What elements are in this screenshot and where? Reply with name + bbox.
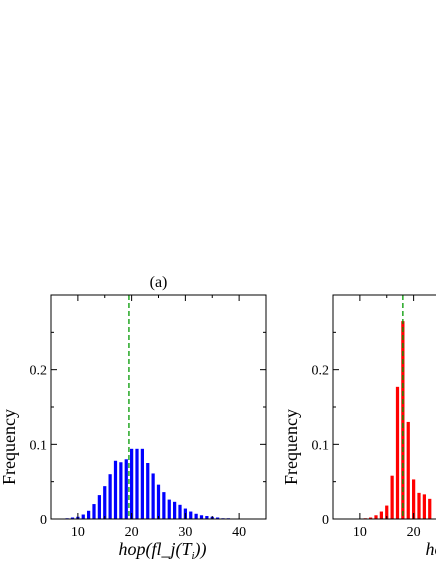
bar-22 (422, 494, 426, 519)
x-axis-label-subscript: i (191, 550, 194, 562)
bar-36 (216, 517, 220, 519)
bar-12 (369, 517, 373, 519)
bar-29 (178, 504, 182, 519)
y-tick-label-2: 0.2 (30, 364, 48, 379)
bar-18 (119, 462, 123, 519)
y-tick-label-0: 0 (40, 513, 47, 528)
bar-13 (92, 504, 96, 519)
bar-17 (113, 460, 118, 519)
x-axis-label: hop(f (426, 539, 436, 560)
bar-19 (124, 459, 128, 519)
y-axis-label: Frequency (0, 409, 19, 485)
x-tick-label-40: 40 (232, 525, 246, 540)
bar-21 (417, 492, 421, 519)
bar-21 (135, 448, 139, 519)
bar-11 (81, 514, 85, 519)
x-tick-label-10: 10 (353, 525, 367, 540)
bar-17 (395, 386, 400, 519)
x-tick-label-10: 10 (71, 525, 85, 540)
y-tick-label-0: 0 (322, 513, 329, 528)
y-axis-label: Frequency (281, 409, 301, 485)
x-axis-label: hop(fl_j(Ti)) (118, 539, 206, 562)
bar-20 (130, 448, 134, 519)
bar-32 (194, 513, 198, 519)
bar-14 (379, 511, 383, 519)
bar-22 (140, 448, 144, 519)
bar-9 (70, 517, 75, 519)
chart-panel-1: 10 20 30 40 0 0.1 0.2 (a) Frequency hop(fl_j(Ti)) (0, 274, 267, 562)
bar-26 (162, 492, 166, 519)
x-tick-label-30: 30 (178, 525, 192, 540)
x-axis-label-main: hop(f (426, 539, 436, 560)
bar-20 (412, 479, 416, 519)
bar-27 (167, 499, 171, 519)
bar-34 (205, 516, 209, 519)
bar-25 (156, 484, 161, 519)
bar-15 (103, 486, 107, 519)
bar-23 (428, 498, 432, 519)
bar-19 (406, 421, 410, 519)
bar-16 (390, 475, 394, 519)
x-axis-label-close: )) (194, 539, 207, 560)
bar-33 (199, 515, 204, 519)
y-tick-label-2: 0.2 (312, 364, 330, 379)
bar-28 (173, 501, 177, 519)
y-tick-label-1: 0.1 (312, 438, 330, 453)
plot-frame (332, 294, 436, 520)
bar-14 (97, 495, 101, 519)
bar-16 (108, 474, 112, 519)
x-tick-label-20: 20 (125, 525, 139, 540)
figure-root: 10 20 30 40 0 0.1 0.2 (a) Frequency hop(fl_j(Ti))… (0, 274, 436, 562)
bar-12 (87, 510, 91, 519)
bar-18 (401, 321, 405, 519)
bar-23 (146, 463, 150, 519)
panel-label: (a) (150, 274, 168, 291)
bar-31 (189, 511, 193, 519)
x-tick-label-20: 20 (407, 525, 421, 540)
bar-15 (385, 505, 389, 519)
y-tick-label-1: 0.1 (30, 438, 48, 453)
bar-13 (374, 515, 378, 519)
bar-24 (151, 473, 155, 519)
x-axis-label-main: hop(fl_j(T (118, 539, 193, 560)
